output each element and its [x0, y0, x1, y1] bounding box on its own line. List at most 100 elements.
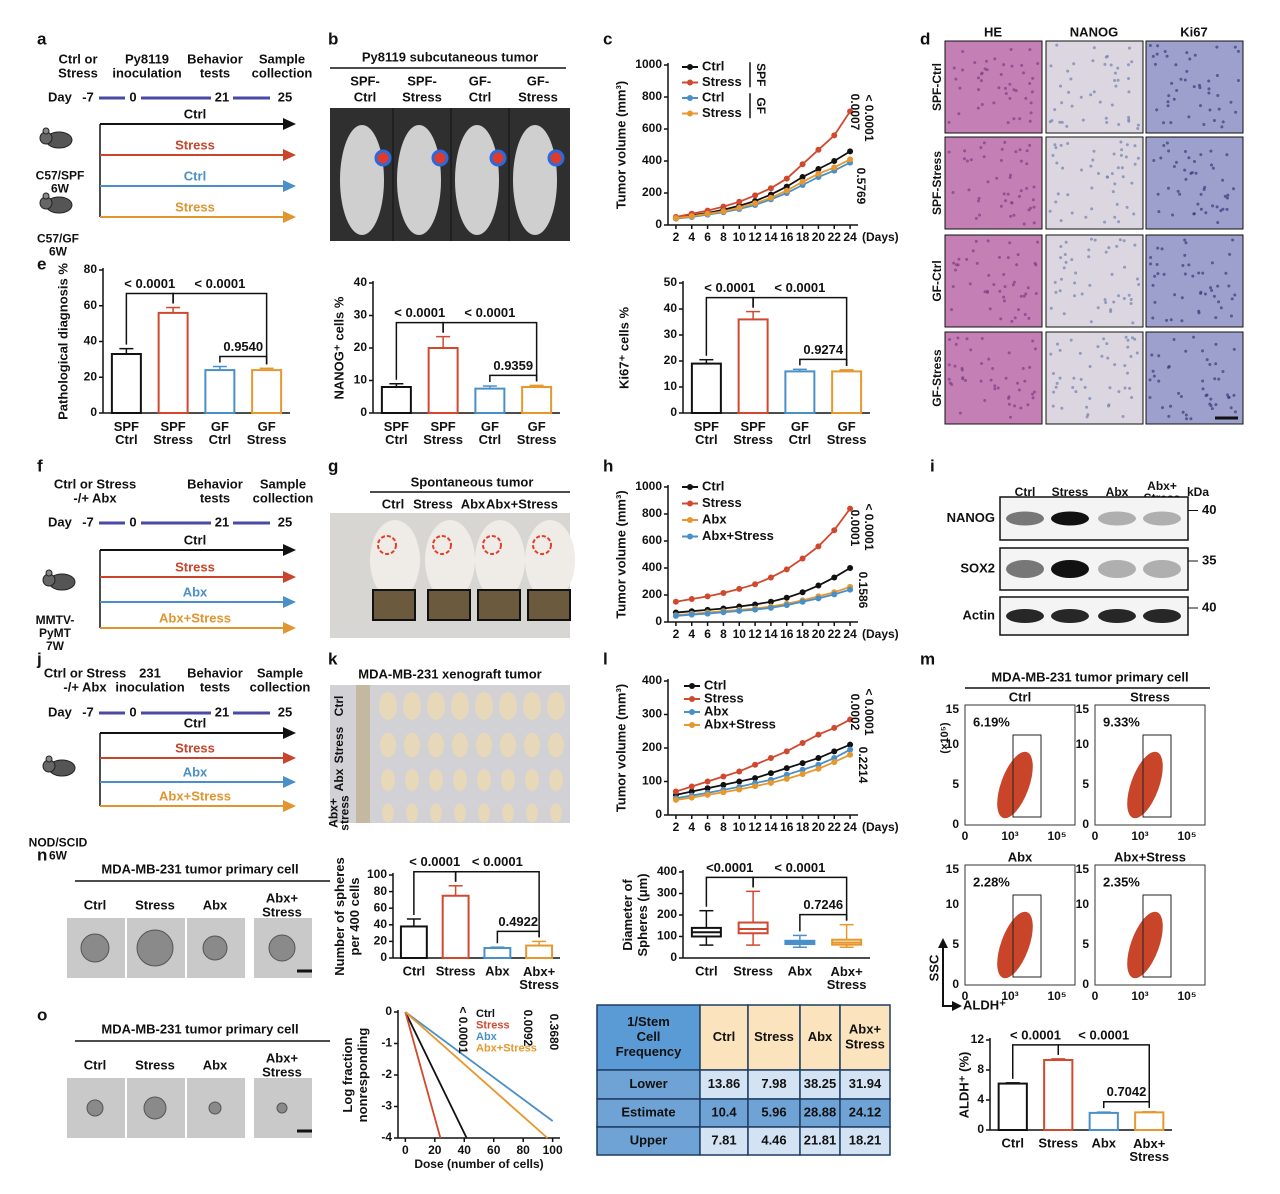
nucleus — [1009, 415, 1013, 419]
x-tick-label: 22 — [828, 820, 842, 834]
point — [704, 593, 711, 600]
row-label: Abx+ — [327, 798, 341, 828]
y-tick-label: 50 — [664, 275, 678, 289]
x-tick-label: Stress — [733, 432, 773, 447]
nucleus — [1066, 142, 1070, 146]
tumor — [524, 732, 540, 758]
plot-label: Stress — [1130, 689, 1170, 704]
y-tick-label: 30 — [354, 308, 368, 322]
table-cell — [596, 1126, 701, 1156]
x-tick-label: 10 — [733, 627, 747, 641]
nucleus — [954, 268, 958, 272]
box — [737, 921, 769, 935]
nucleus — [1107, 403, 1111, 407]
point — [736, 585, 743, 592]
mouse-ear — [45, 755, 53, 763]
point — [752, 783, 759, 790]
mw-label: 40 — [1202, 599, 1216, 614]
nucleus — [1217, 377, 1221, 381]
y-tick-label: 80 — [374, 884, 388, 898]
blot-label: SOX2 — [960, 560, 995, 575]
nucleus — [1192, 335, 1196, 339]
nucleus — [1092, 149, 1096, 153]
nucleus — [1199, 104, 1203, 108]
arrow-head — [283, 571, 296, 583]
nucleus — [1105, 175, 1109, 179]
nucleus — [960, 368, 964, 372]
nucleus — [1171, 213, 1175, 217]
x-tick-label: Stress — [436, 963, 476, 978]
nucleus — [1199, 290, 1203, 294]
photo-label: SPF- — [407, 73, 437, 88]
significance-bracket — [1103, 1101, 1150, 1109]
bar — [483, 947, 512, 959]
point — [831, 759, 838, 766]
point — [815, 170, 822, 177]
point — [704, 785, 711, 792]
x-tick-label: 22 — [828, 230, 842, 244]
y-tick-label: 0 — [952, 817, 959, 831]
point — [783, 187, 790, 194]
x-tick-label: Stress — [827, 977, 867, 992]
nucleus — [1149, 262, 1153, 266]
mouse-label: 6W — [49, 849, 68, 863]
bar — [784, 370, 816, 414]
nucleus — [1225, 196, 1229, 200]
step-label: Stress — [58, 65, 98, 80]
nucleus — [1053, 280, 1057, 284]
nucleus — [1179, 77, 1183, 81]
nucleus — [1119, 140, 1123, 144]
band — [1051, 560, 1089, 578]
nucleus — [1022, 294, 1026, 298]
point — [815, 595, 822, 602]
point — [720, 589, 727, 596]
x-tick-label: 12 — [748, 230, 762, 244]
x-tick-label: 2 — [673, 627, 680, 641]
nucleus — [1034, 263, 1038, 267]
legend-label: Ctrl — [702, 58, 724, 73]
nucleus — [1215, 73, 1219, 77]
day-value: 25 — [278, 514, 292, 529]
y-tick-label: 300 — [657, 886, 677, 900]
y-tick-label: 400 — [642, 560, 662, 574]
mouse-label: 6W — [49, 245, 68, 259]
nucleus — [1225, 153, 1229, 157]
nucleus — [1232, 187, 1236, 191]
blot-label: NANOG — [947, 510, 995, 525]
nucleus — [1166, 104, 1170, 108]
plot-label: Abx+Stress — [1114, 849, 1186, 864]
image-label: Abx — [203, 897, 228, 912]
bar — [399, 925, 428, 960]
point — [847, 586, 854, 593]
gate — [1142, 894, 1172, 978]
nucleus — [987, 273, 991, 277]
x-axis-label: (Days) — [862, 230, 899, 244]
point — [704, 210, 711, 217]
photo-label: Ctrl — [354, 89, 376, 104]
nucleus — [993, 387, 997, 391]
nucleus — [1123, 265, 1127, 269]
table-cell — [839, 1126, 891, 1156]
gate-percent: 2.35% — [1103, 874, 1140, 889]
step-label: -/+ Abx — [73, 490, 117, 505]
step-label: collection — [250, 679, 311, 694]
nucleus — [1129, 297, 1133, 301]
table-cell-text: 7.81 — [711, 1132, 736, 1147]
nucleus — [1172, 164, 1176, 168]
nucleus — [1197, 83, 1201, 87]
x-tick-label: 18 — [796, 230, 810, 244]
x-tick-label: Stress — [247, 432, 287, 447]
group-label: Ctrl — [184, 168, 206, 183]
p-value: 0.7042 — [1107, 1084, 1147, 1099]
nucleus — [992, 101, 996, 105]
nucleus — [1150, 353, 1154, 357]
bar — [474, 387, 506, 414]
photo-label: SPF- — [350, 73, 380, 88]
point — [736, 768, 743, 775]
sphere — [143, 1096, 167, 1120]
table-cell — [839, 1098, 891, 1128]
nucleus — [1211, 166, 1215, 170]
nucleus — [1233, 293, 1237, 297]
y-tick-label: 8 — [977, 1062, 984, 1076]
x-tick-label: SPF — [160, 419, 185, 434]
